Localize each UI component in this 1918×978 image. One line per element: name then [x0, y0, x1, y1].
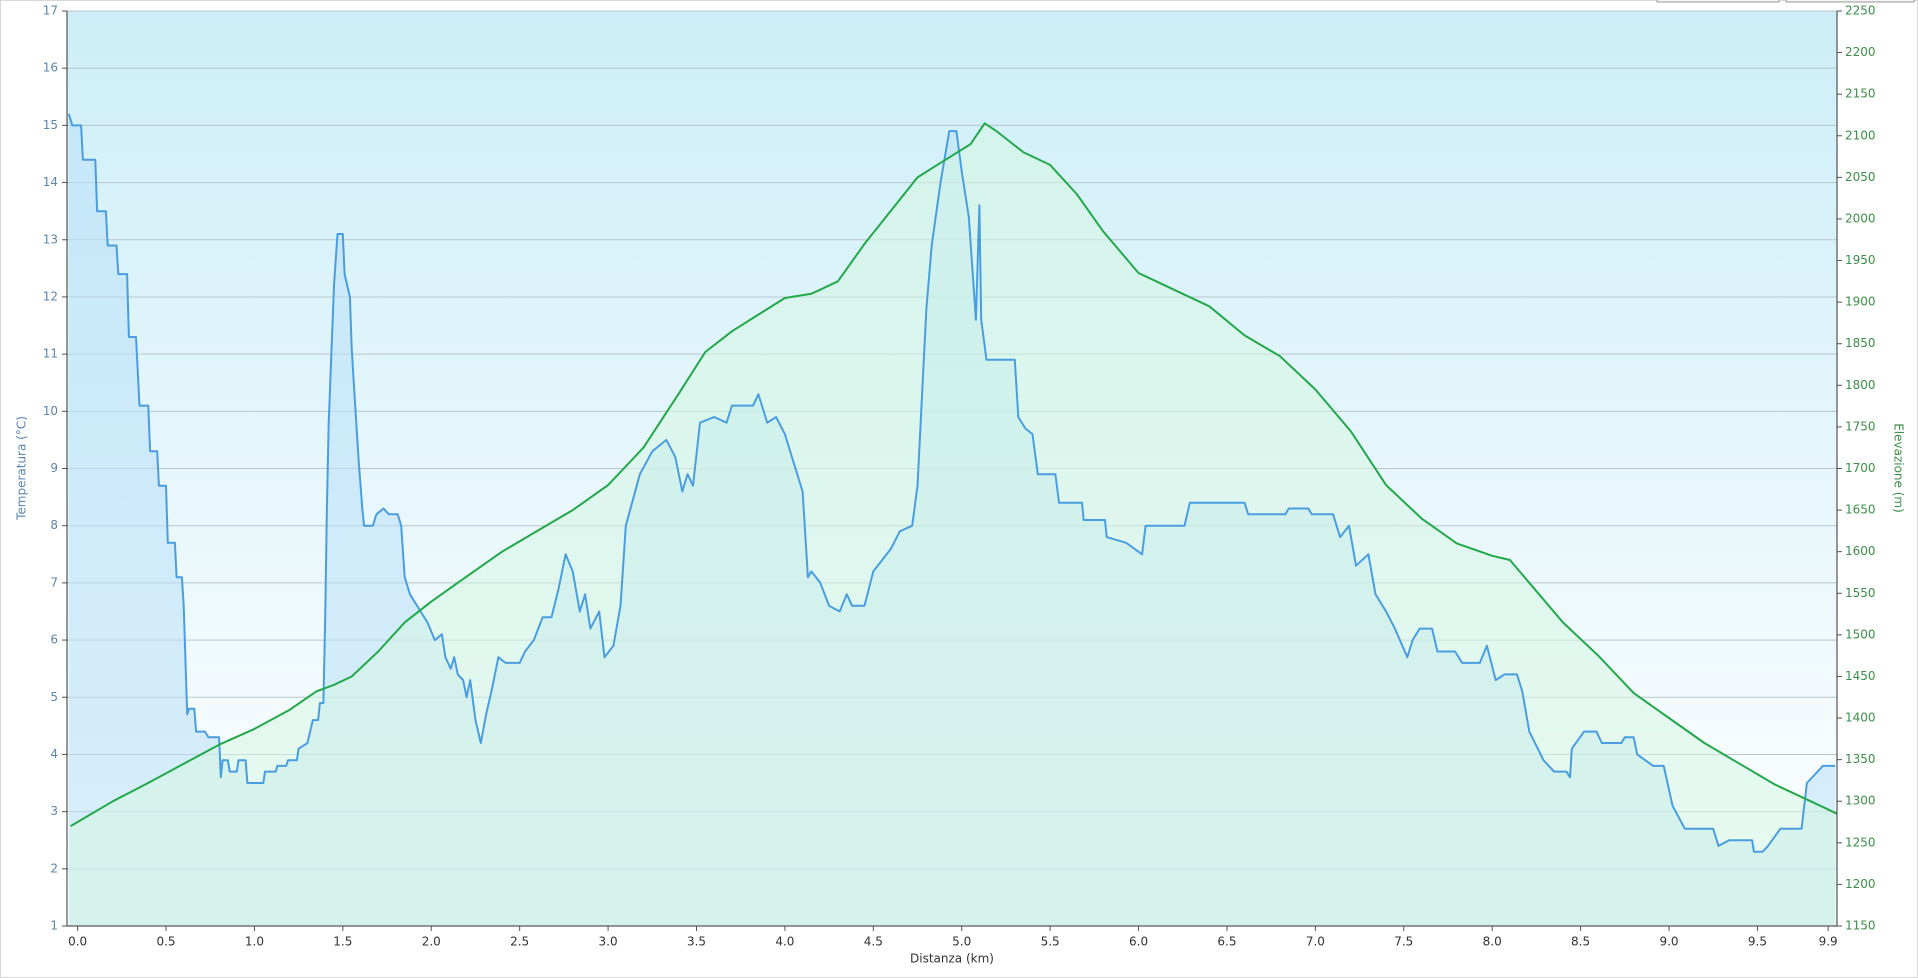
x-tick-label: 9.5: [1748, 935, 1767, 949]
x-axis-label: Distanza (km): [910, 952, 994, 966]
x-tick-label: 9.0: [1659, 935, 1678, 949]
x-tick-label: 2.5: [510, 935, 529, 949]
series-line: [69, 122, 1838, 828]
y-tick-label: 8: [50, 518, 58, 532]
x-tick-label: 7.0: [1306, 935, 1325, 949]
y2-axis-label: Elevazione (m): [1892, 423, 1906, 513]
x-tick-label: 8.0: [1483, 935, 1502, 949]
x-tick-label: 3.0: [599, 935, 618, 949]
y2-tick-label: 1400: [1845, 711, 1876, 725]
y-tick-label: 10: [43, 404, 58, 418]
y-tick-label: 12: [43, 289, 58, 303]
y2-tick-label: 2050: [1845, 170, 1876, 184]
y-tick-label: 15: [43, 118, 58, 132]
y-tick-label: 7: [50, 575, 58, 589]
x-tick-label: 5.0: [952, 935, 971, 949]
x-tick-label: 4.0: [775, 935, 794, 949]
x-tick-label: 0.5: [156, 935, 175, 949]
y2-tick-label: 1550: [1845, 586, 1876, 600]
y2-tick-label: 1350: [1845, 752, 1876, 766]
x-tick-label: 0.0: [68, 935, 87, 949]
x-tick-label: 6.0: [1129, 935, 1148, 949]
y-tick-label: 11: [43, 347, 58, 361]
x-tick-label: 8.5: [1571, 935, 1590, 949]
y2-tick-label: 2150: [1845, 87, 1876, 101]
y2-tick-label: 1200: [1845, 877, 1876, 891]
x-tick-label: 9.9: [1819, 935, 1838, 949]
y-tick-label: 13: [43, 232, 58, 246]
y-tick-label: 4: [50, 747, 58, 761]
series-line: [67, 113, 1836, 853]
y2-tick-label: 2100: [1845, 128, 1876, 142]
y-tick-label: 17: [43, 4, 58, 18]
y2-tick-label: 1300: [1845, 794, 1876, 808]
y2-tick-label: 2250: [1845, 4, 1876, 18]
x-tick-label: 7.5: [1394, 935, 1413, 949]
y-tick-label: 1: [50, 919, 58, 933]
y-tick-label: 16: [43, 61, 58, 75]
x-tick-label: 4.5: [864, 935, 883, 949]
y2-tick-label: 1650: [1845, 503, 1876, 517]
x-tick-label: 5.5: [1041, 935, 1060, 949]
y2-tick-label: 1900: [1845, 295, 1876, 309]
y2-tick-label: 1950: [1845, 253, 1876, 267]
y-tick-label: 5: [50, 690, 58, 704]
x-tick-label: 6.5: [1217, 935, 1236, 949]
y2-tick-label: 1850: [1845, 336, 1876, 350]
area-fill: [70, 123, 1837, 927]
y2-tick-label: 1600: [1845, 544, 1876, 558]
x-tick-label: 2.0: [422, 935, 441, 949]
y-tick-label: 2: [50, 861, 58, 875]
y-axis-label: Temperatura (°C): [15, 416, 29, 521]
x-tick-label: 3.5: [687, 935, 706, 949]
y2-tick-label: 1750: [1845, 419, 1876, 433]
y2-tick-label: 1250: [1845, 835, 1876, 849]
x-tick-label: 1.0: [245, 935, 264, 949]
y2-tick-label: 2200: [1845, 45, 1876, 59]
x-tick-label: 1.5: [333, 935, 352, 949]
toolbar-button[interactable]: [1656, 0, 1780, 3]
y-tick-label: 9: [50, 461, 58, 475]
y-tick-label: 14: [43, 175, 58, 189]
y2-tick-label: 1150: [1845, 919, 1876, 933]
y2-tick-label: 1700: [1845, 461, 1876, 475]
y2-tick-label: 2000: [1845, 211, 1876, 225]
toolbar-button[interactable]: [1785, 0, 1915, 3]
y-tick-label: 3: [50, 804, 58, 818]
y-tick-label: 6: [50, 633, 58, 647]
y2-tick-label: 1450: [1845, 669, 1876, 683]
y2-tick-label: 1500: [1845, 627, 1876, 641]
y2-tick-label: 1800: [1845, 378, 1876, 392]
